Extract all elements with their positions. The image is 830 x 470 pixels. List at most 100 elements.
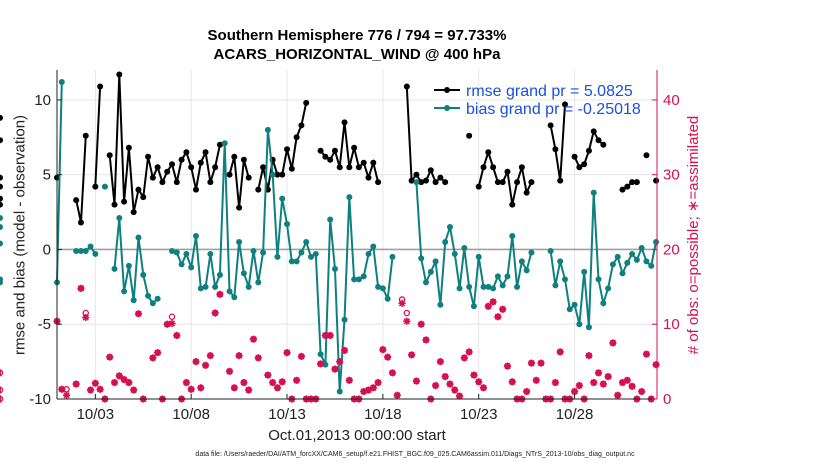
bias-point	[566, 306, 573, 313]
assimilated-obs-point	[273, 384, 282, 392]
rmse-point	[192, 186, 199, 193]
possible-obs-point	[0, 395, 4, 403]
bias-point	[384, 295, 391, 302]
bias-point	[140, 271, 147, 278]
bias-point	[87, 243, 94, 250]
bias-point	[240, 270, 247, 277]
plot-background	[57, 70, 657, 399]
rmse-point	[202, 149, 209, 156]
assimilated-obs-point	[336, 358, 344, 366]
bias-point	[154, 295, 161, 302]
bias-point	[149, 300, 156, 307]
rmse-point	[341, 119, 348, 126]
rmse-point	[240, 156, 247, 163]
bias-point	[432, 258, 439, 265]
assimilated-obs-point	[230, 384, 238, 392]
assimilated-obs-point	[623, 376, 631, 384]
rmse-point	[490, 164, 497, 171]
assimilated-obs-point	[192, 358, 200, 366]
assimilated-obs-point	[489, 298, 497, 306]
assimilated-obs-point	[642, 350, 651, 358]
bias-point	[475, 253, 482, 260]
rmse-point	[183, 149, 190, 156]
rmse-point	[212, 164, 219, 171]
assimilated-obs-point	[197, 384, 205, 392]
assimilated-obs-point	[206, 352, 214, 360]
assimilated-obs-point	[604, 372, 612, 381]
rmse-point	[0, 137, 3, 144]
rmse-point	[236, 204, 243, 211]
assimilated-obs-point	[264, 371, 272, 379]
rmse-point	[485, 149, 492, 156]
rmse-point	[518, 164, 525, 171]
rmse-point	[418, 179, 425, 186]
rmse-point	[169, 161, 176, 168]
bias-point	[0, 224, 3, 231]
assimilated-obs-point	[609, 339, 617, 347]
assimilated-obs-point	[494, 313, 502, 321]
rmse-point	[590, 128, 597, 135]
possible-obs-point	[0, 386, 4, 394]
bias-point	[260, 249, 267, 256]
x-tick-label: 10/23	[460, 406, 498, 423]
y-tick-label-right: 0	[663, 391, 671, 408]
assimilated-obs-point	[125, 378, 133, 387]
x-tick-label: 10/13	[268, 406, 306, 423]
bias-point	[509, 232, 516, 239]
bias-point	[633, 256, 640, 263]
bias-point	[585, 324, 592, 331]
possible-obs-point	[403, 309, 411, 317]
bias-point	[629, 250, 636, 257]
chart-subtitle: ACARS_HORIZONTAL_WIND @ 400 hPa	[213, 46, 501, 63]
rmse-point	[121, 198, 128, 205]
rmse-point	[173, 179, 180, 186]
assimilated-obs-point	[187, 385, 195, 393]
assimilated-obs-point	[168, 319, 176, 328]
assimilated-obs-point	[499, 305, 507, 313]
rmse-point	[571, 153, 578, 160]
rmse-point	[77, 219, 84, 226]
bias-point	[346, 194, 353, 201]
rmse-point	[164, 168, 171, 175]
assimilated-obs-point	[537, 359, 545, 367]
bias-point	[643, 258, 650, 265]
bias-point	[303, 238, 310, 245]
rmse-point	[624, 183, 631, 190]
bias-point	[595, 276, 602, 283]
rmse-point	[149, 174, 156, 181]
rmse-point	[437, 174, 444, 181]
y-tick-label-left: 0	[43, 241, 51, 258]
bias-point	[284, 221, 291, 228]
rmse-point	[336, 164, 343, 171]
assimilated-obs-point	[479, 384, 488, 392]
bias-point	[423, 279, 430, 286]
assimilated-obs-point	[384, 353, 392, 361]
y-tick-label-right: 40	[663, 92, 680, 109]
assimilated-obs-point	[154, 349, 162, 357]
data-file-footnote: data file: /Users/raeder/DAI/ATM_forcXX/…	[195, 451, 635, 458]
rmse-point	[298, 122, 305, 129]
bias-point	[130, 297, 137, 304]
bias-point	[221, 140, 228, 147]
bias-point	[581, 268, 588, 275]
assimilated-obs-point	[652, 361, 660, 369]
assimilated-obs-point	[398, 299, 406, 307]
rmse-point	[284, 146, 291, 153]
assimilated-obs-point	[527, 359, 536, 367]
assimilated-obs-point	[293, 376, 301, 384]
rmse-point	[360, 159, 367, 166]
bias-point	[379, 285, 386, 292]
bias-point	[341, 316, 348, 323]
bias-point	[202, 283, 209, 290]
assimilated-obs-point	[393, 391, 401, 399]
rmse-point	[130, 209, 137, 216]
y-tick-label-right: 10	[663, 316, 680, 333]
legend-rmse-marker	[444, 87, 450, 93]
bias-point	[111, 265, 118, 272]
rmse-point	[576, 164, 583, 171]
x-tick-label: 10/18	[364, 406, 402, 423]
bias-point	[461, 244, 468, 251]
assimilated-obs-point	[575, 381, 583, 390]
assimilated-obs-point	[388, 369, 397, 377]
